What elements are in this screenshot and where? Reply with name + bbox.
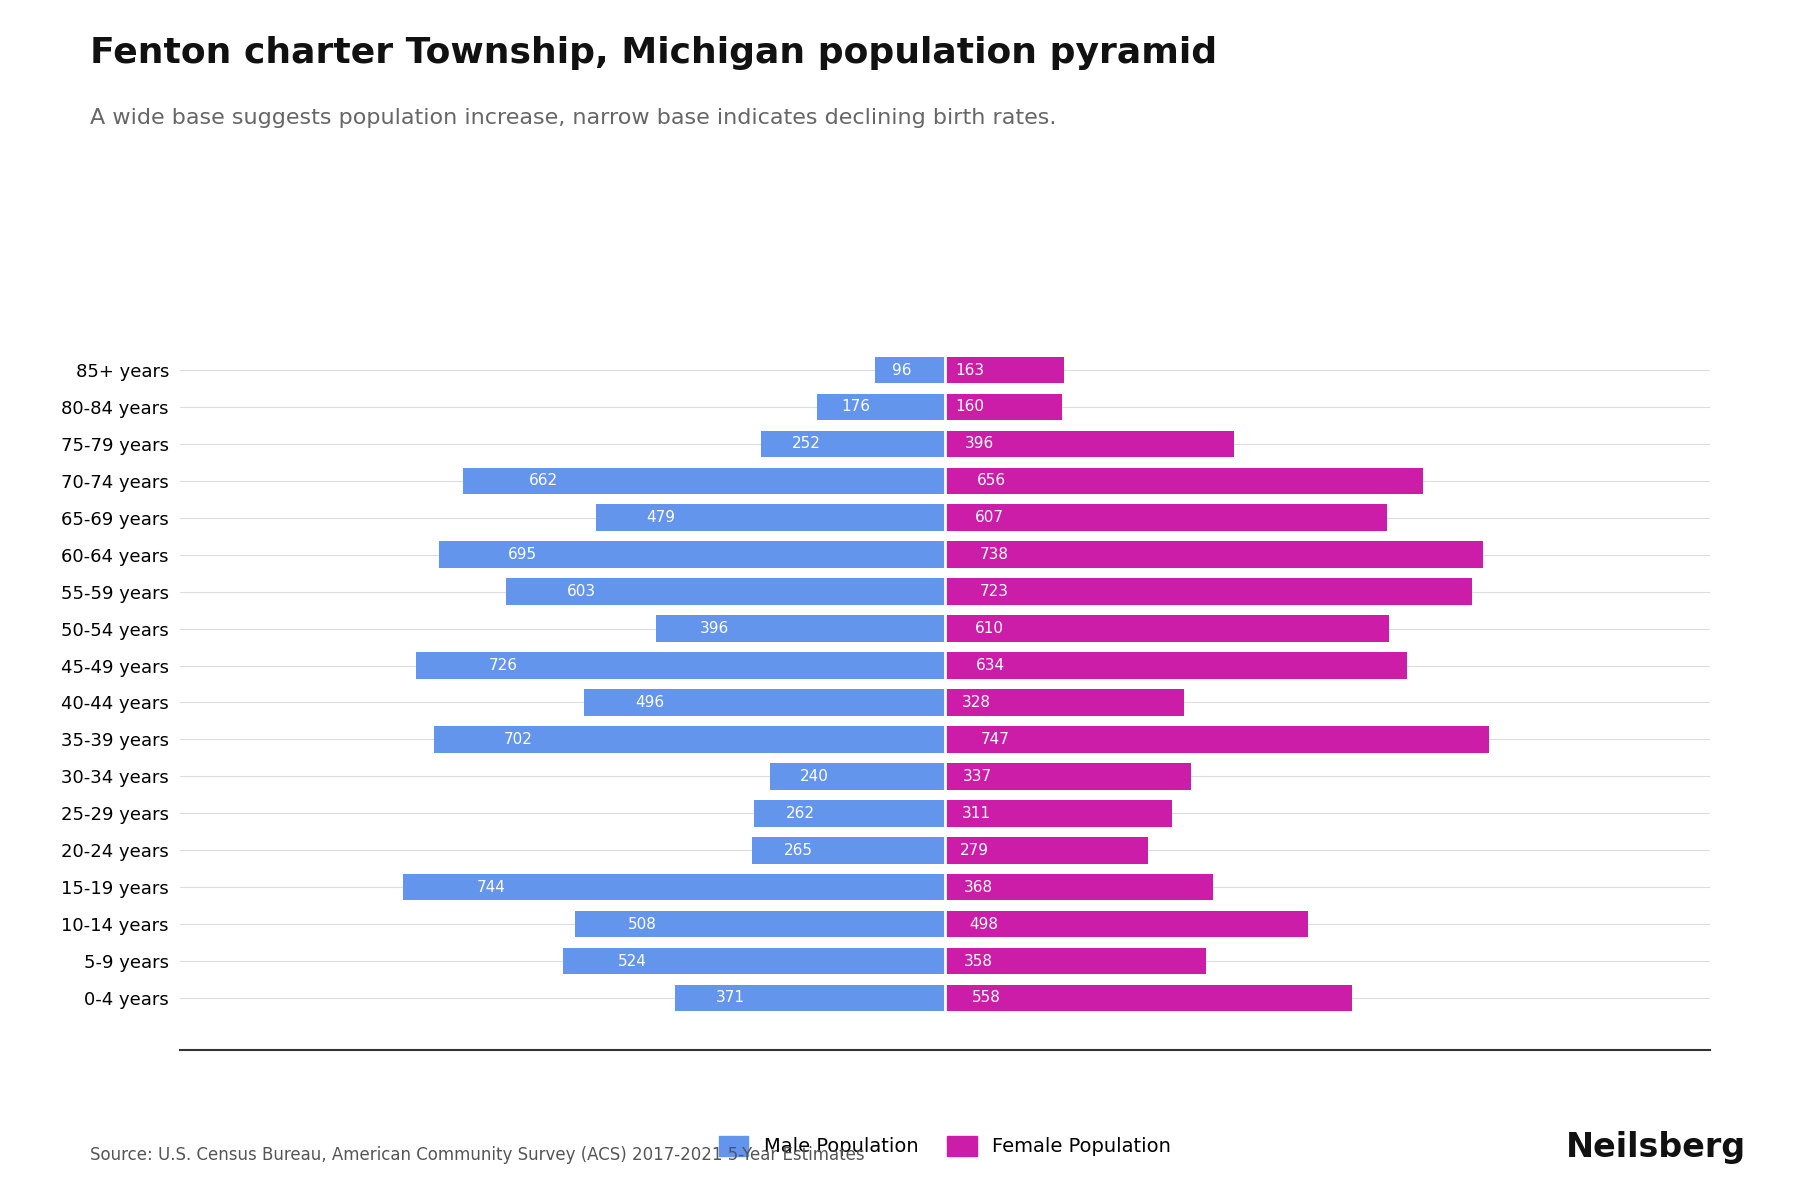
Bar — [945, 431, 1233, 457]
Text: 738: 738 — [981, 547, 1010, 563]
Text: 396: 396 — [700, 622, 729, 636]
Text: 252: 252 — [792, 437, 821, 451]
Text: 337: 337 — [963, 769, 992, 784]
Text: 311: 311 — [961, 805, 990, 821]
Bar — [416, 653, 945, 679]
Bar — [761, 431, 945, 457]
Text: Fenton charter Township, Michigan population pyramid: Fenton charter Township, Michigan popula… — [90, 36, 1217, 70]
Text: 265: 265 — [783, 842, 814, 858]
Text: 695: 695 — [508, 547, 536, 563]
Bar — [770, 763, 945, 790]
Text: 662: 662 — [529, 473, 558, 488]
Text: 262: 262 — [787, 805, 815, 821]
Bar — [945, 616, 1390, 642]
Bar — [463, 468, 945, 494]
Text: 328: 328 — [963, 695, 992, 710]
Bar — [574, 911, 945, 937]
Bar — [506, 578, 945, 605]
Text: 358: 358 — [963, 954, 992, 968]
Text: 240: 240 — [799, 769, 828, 784]
Bar — [945, 911, 1309, 937]
Text: 634: 634 — [976, 658, 1004, 673]
Text: 610: 610 — [974, 622, 1004, 636]
Text: 96: 96 — [893, 362, 911, 378]
Bar — [945, 800, 1172, 827]
Text: 368: 368 — [965, 880, 994, 895]
Text: A wide base suggests population increase, narrow base indicates declining birth : A wide base suggests population increase… — [90, 108, 1057, 128]
Bar — [945, 541, 1483, 568]
Text: Neilsberg: Neilsberg — [1566, 1130, 1746, 1164]
Text: 744: 744 — [477, 880, 506, 895]
Text: 603: 603 — [567, 584, 596, 599]
Text: 702: 702 — [504, 732, 533, 746]
Text: 726: 726 — [488, 658, 517, 673]
Bar — [657, 616, 945, 642]
Bar — [675, 985, 945, 1012]
Text: 747: 747 — [981, 732, 1010, 746]
Text: 371: 371 — [716, 990, 745, 1006]
Text: 498: 498 — [970, 917, 999, 931]
Text: 163: 163 — [956, 362, 985, 378]
Bar — [434, 726, 945, 752]
Text: 723: 723 — [979, 584, 1008, 599]
Bar — [875, 356, 945, 383]
Bar — [754, 800, 945, 827]
Bar — [439, 541, 945, 568]
Text: 479: 479 — [646, 510, 675, 526]
Bar — [945, 985, 1352, 1012]
Bar — [583, 689, 945, 715]
Bar — [945, 874, 1213, 900]
Text: Source: U.S. Census Bureau, American Community Survey (ACS) 2017-2021 5-Year Est: Source: U.S. Census Bureau, American Com… — [90, 1146, 864, 1164]
Text: 396: 396 — [965, 437, 994, 451]
Bar — [596, 504, 945, 532]
Bar — [945, 689, 1184, 715]
Bar — [403, 874, 945, 900]
Bar — [945, 504, 1388, 532]
Text: 558: 558 — [972, 990, 1001, 1006]
Bar — [945, 578, 1472, 605]
Text: 496: 496 — [635, 695, 664, 710]
Bar — [752, 836, 945, 864]
Bar — [817, 394, 945, 420]
Text: 279: 279 — [959, 842, 990, 858]
Text: 176: 176 — [841, 400, 869, 414]
Bar — [945, 836, 1148, 864]
Bar — [945, 653, 1408, 679]
Text: 524: 524 — [617, 954, 646, 968]
Text: 607: 607 — [974, 510, 1003, 526]
Bar — [945, 468, 1424, 494]
Bar — [563, 948, 945, 974]
Bar — [945, 948, 1206, 974]
Bar — [945, 763, 1190, 790]
Text: 508: 508 — [628, 917, 657, 931]
Text: 656: 656 — [977, 473, 1006, 488]
Text: 160: 160 — [956, 400, 985, 414]
Legend: Male Population, Female Population: Male Population, Female Population — [711, 1128, 1179, 1164]
Bar — [945, 394, 1062, 420]
Bar — [945, 356, 1064, 383]
Bar — [945, 726, 1489, 752]
